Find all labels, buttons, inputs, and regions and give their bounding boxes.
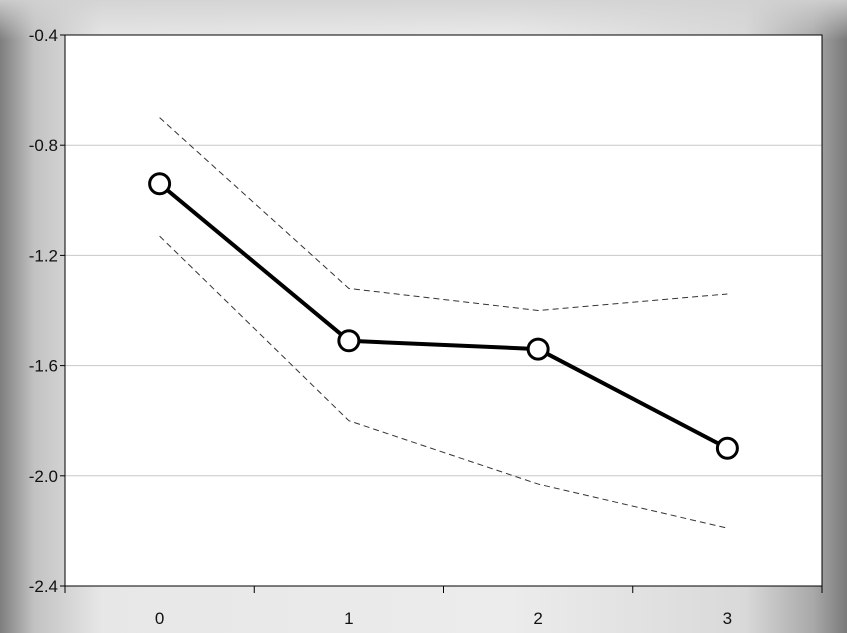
data-point-marker bbox=[148, 172, 172, 196]
data-point-marker bbox=[526, 337, 550, 361]
plot-area bbox=[65, 35, 822, 586]
markers bbox=[148, 172, 739, 460]
y-tick-labels: -0.4 -0.8 -1.2 -1.6 -2.0 -2.4 bbox=[29, 26, 58, 596]
axis-ticks bbox=[60, 34, 823, 593]
y-tick-label: -0.4 bbox=[29, 26, 58, 45]
data-point-marker bbox=[715, 436, 739, 460]
background-top-band bbox=[0, 0, 847, 40]
x-tick-label: 2 bbox=[533, 609, 542, 628]
x-tick-labels: 0 1 2 3 bbox=[155, 609, 732, 628]
y-tick-label: -2.0 bbox=[29, 467, 58, 486]
gridlines bbox=[65, 144, 822, 477]
estimate-line bbox=[158, 182, 729, 451]
y-tick-label: -1.2 bbox=[29, 246, 58, 265]
upper-band-line bbox=[159, 117, 728, 311]
x-tick-label: 0 bbox=[155, 609, 164, 628]
lower-band-line bbox=[159, 235, 728, 529]
x-tick-label: 3 bbox=[723, 609, 732, 628]
y-tick-label: -2.4 bbox=[29, 577, 58, 596]
series bbox=[158, 117, 729, 529]
y-tick-label: -0.8 bbox=[29, 136, 58, 155]
x-tick-label: 1 bbox=[344, 609, 353, 628]
data-point-marker bbox=[337, 329, 361, 353]
y-tick-label: -1.6 bbox=[29, 357, 58, 376]
